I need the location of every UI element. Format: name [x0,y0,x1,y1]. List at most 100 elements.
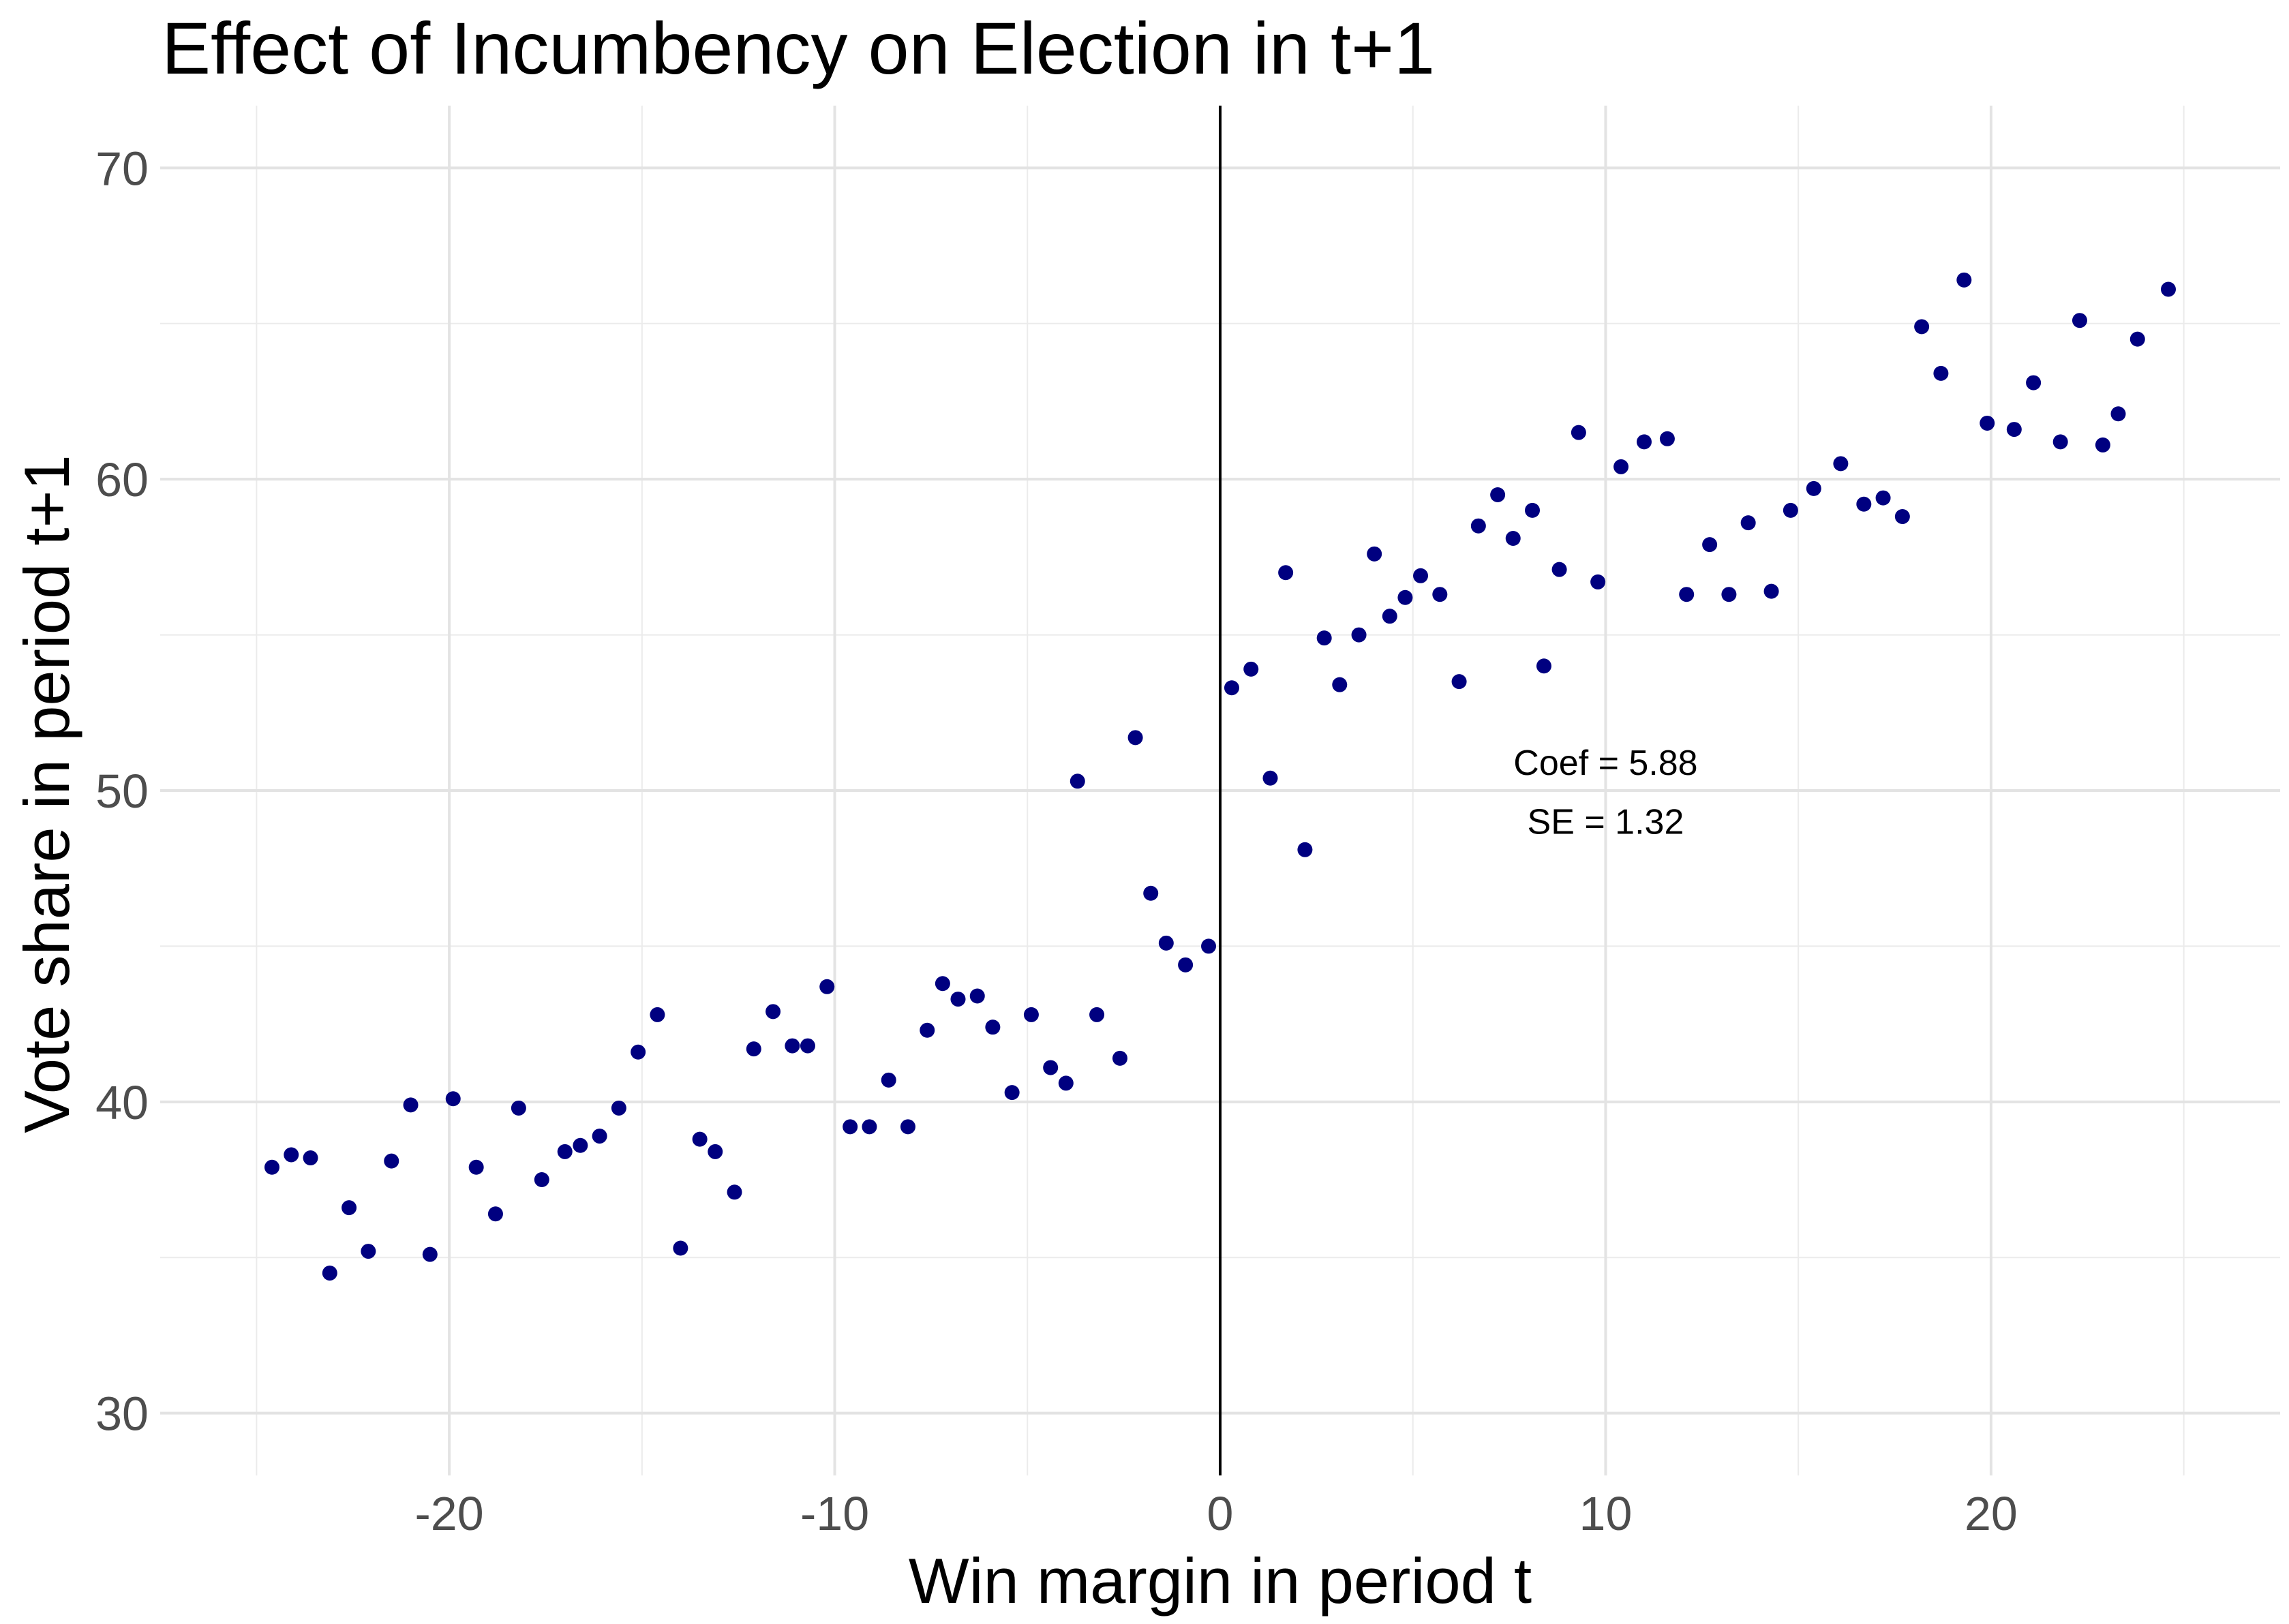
data-point-32 [900,1119,915,1135]
data-point-12 [511,1100,526,1116]
data-point-67 [1525,502,1541,518]
annotation-0: Coef = 5.88 [1513,744,1697,783]
data-point-50 [1224,680,1239,696]
y-tick-label-2: 50 [95,765,149,818]
data-point-94 [2095,437,2110,453]
data-point-90 [2006,422,2022,438]
data-point-28 [819,979,835,994]
data-point-34 [935,976,950,992]
data-point-38 [1004,1085,1020,1101]
data-point-52 [1262,770,1278,786]
data-point-42 [1070,773,1085,789]
data-point-70 [1571,425,1586,440]
data-point-5 [361,1244,376,1259]
data-point-71 [1590,574,1606,589]
data-point-47 [1158,935,1174,951]
y-tick-label-3: 60 [95,453,149,506]
data-point-22 [708,1144,723,1159]
data-point-60 [1397,589,1413,605]
data-point-41 [1058,1075,1074,1091]
x-tick-labels: -20 -10 0 10 20 [415,1487,2018,1540]
data-point-10 [468,1159,484,1175]
data-point-44 [1112,1050,1127,1066]
annotation-1: SE = 1.32 [1528,803,1684,842]
data-point-30 [862,1119,877,1135]
data-point-81 [1806,480,1821,496]
y-tick-label-1: 40 [95,1076,149,1129]
data-point-21 [692,1131,708,1147]
data-point-75 [1679,587,1695,602]
data-point-62 [1432,587,1448,602]
data-point-36 [969,988,985,1004]
data-point-7 [403,1097,419,1113]
data-point-1 [284,1147,299,1163]
data-point-49 [1201,938,1217,954]
x-tick-label-4: 20 [1965,1487,2018,1540]
y-axis-title: Vote share in period t+1 [11,455,82,1133]
data-point-87 [1933,365,1949,381]
data-point-80 [1783,502,1798,518]
data-point-31 [881,1072,896,1088]
data-point-43 [1089,1007,1105,1022]
data-point-86 [1914,319,1930,335]
data-point-33 [920,1022,935,1038]
data-point-54 [1297,842,1313,857]
data-point-84 [1875,490,1891,506]
data-point-76 [1702,537,1718,553]
data-point-45 [1127,730,1143,746]
data-point-61 [1413,568,1429,583]
data-point-18 [631,1044,646,1060]
data-point-97 [2161,281,2177,297]
data-point-72 [1613,459,1629,474]
data-point-82 [1833,456,1849,472]
data-point-78 [1740,515,1756,531]
data-point-9 [445,1091,461,1107]
y-tick-label-0: 30 [95,1388,149,1441]
data-point-4 [342,1200,357,1216]
data-point-0 [264,1159,279,1175]
data-point-91 [2026,375,2042,390]
x-tick-label-2: 0 [1207,1487,1234,1540]
x-tick-label-3: 10 [1579,1487,1633,1540]
data-point-64 [1470,518,1486,534]
data-point-53 [1278,565,1294,581]
data-point-27 [800,1038,815,1054]
data-point-13 [534,1172,549,1188]
data-point-19 [650,1007,665,1022]
data-point-2 [303,1150,318,1166]
y-tick-label-4: 70 [95,142,149,195]
data-point-96 [2129,331,2145,347]
data-point-92 [2052,434,2068,450]
data-point-59 [1382,609,1397,624]
data-point-23 [727,1184,742,1200]
annotations: Coef = 5.88 SE = 1.32 [1513,744,1697,842]
data-point-95 [2110,406,2126,422]
data-point-51 [1243,661,1259,677]
data-point-85 [1894,509,1910,524]
data-point-17 [611,1100,626,1116]
x-tick-label-0: -20 [415,1487,484,1540]
data-point-40 [1043,1060,1059,1075]
data-point-77 [1721,587,1737,602]
data-point-24 [746,1041,761,1057]
data-point-55 [1316,630,1332,646]
data-point-20 [673,1240,688,1256]
data-point-83 [1856,496,1872,512]
data-point-58 [1367,546,1382,562]
data-point-15 [573,1137,588,1153]
data-point-37 [985,1020,1001,1035]
data-point-66 [1505,530,1521,546]
y-tick-labels: 30 40 50 60 70 [95,142,149,1440]
data-point-14 [557,1144,573,1159]
data-point-3 [322,1266,337,1281]
data-points [264,272,2177,1281]
data-point-16 [592,1129,607,1144]
data-point-35 [950,992,966,1007]
data-point-68 [1536,658,1551,674]
data-point-65 [1490,487,1506,503]
data-point-39 [1023,1007,1039,1022]
data-point-89 [1980,415,1995,431]
data-point-56 [1332,677,1348,692]
data-point-69 [1551,562,1567,577]
